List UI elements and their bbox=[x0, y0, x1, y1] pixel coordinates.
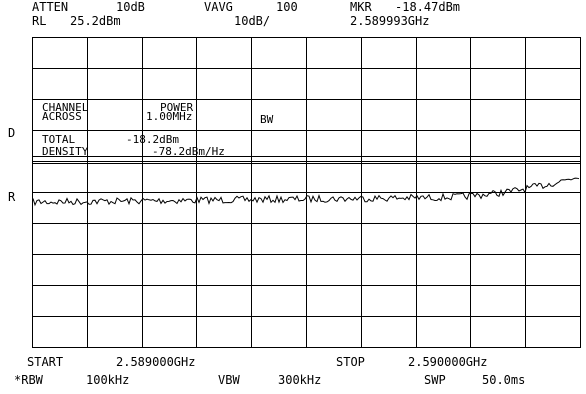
channel-label: CHANNEL bbox=[42, 101, 89, 114]
rl-label: RL bbox=[32, 14, 47, 28]
density-value: -78.2dBm/Hz bbox=[152, 145, 225, 158]
vbw-value: 300kHz bbox=[278, 373, 322, 387]
rl-value: 25.2dBm bbox=[70, 14, 121, 28]
mkr-value: -18.47dBm bbox=[395, 0, 461, 14]
atten-value: 10dB bbox=[116, 0, 145, 14]
bandwidth-value: 1.00MHz bbox=[146, 110, 193, 123]
vavg-value: 100 bbox=[276, 0, 298, 14]
bandwidth-label: BW bbox=[260, 113, 274, 126]
display-line-marker: D bbox=[8, 126, 16, 140]
spectrum-trace bbox=[32, 177, 580, 207]
sweep-time: 50.0ms bbox=[482, 373, 526, 387]
density-label: DENSITY bbox=[42, 145, 89, 158]
total-power-value: -18.2dBm bbox=[126, 133, 179, 146]
stop-frequency: 2.590000GHz bbox=[408, 355, 488, 369]
rbw-label: *RBW bbox=[14, 373, 43, 387]
start-label: START bbox=[27, 355, 64, 369]
stop-label: STOP bbox=[336, 355, 365, 369]
across-label: ACROSS bbox=[42, 110, 82, 123]
sweep-label: SWP bbox=[424, 373, 446, 387]
marker-frequency: 2.589993GHz bbox=[350, 14, 430, 28]
start-frequency: 2.589000GHz bbox=[116, 355, 196, 369]
power-label: POWER bbox=[160, 101, 194, 114]
rbw-value: 100kHz bbox=[86, 373, 130, 387]
graticule bbox=[32, 37, 581, 348]
atten-label: ATTEN bbox=[32, 0, 69, 14]
mkr-label: MKR bbox=[350, 0, 372, 14]
vavg-label: VAVG bbox=[204, 0, 233, 14]
reference-level-marker: R bbox=[8, 190, 16, 204]
scale-value: 10dB/ bbox=[234, 14, 271, 28]
total-label: TOTAL bbox=[42, 133, 76, 146]
vbw-label: VBW bbox=[218, 373, 240, 387]
